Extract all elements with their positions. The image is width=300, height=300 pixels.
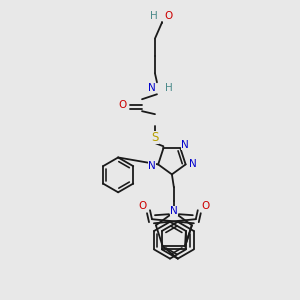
Text: O: O bbox=[118, 100, 126, 110]
Text: N: N bbox=[170, 206, 178, 216]
Text: H: H bbox=[150, 11, 158, 21]
Text: O: O bbox=[138, 201, 146, 211]
Text: S: S bbox=[151, 130, 159, 144]
Text: N: N bbox=[182, 140, 189, 150]
Text: N: N bbox=[148, 83, 156, 93]
Text: N: N bbox=[189, 159, 196, 170]
Text: H: H bbox=[165, 83, 173, 93]
Text: N: N bbox=[148, 161, 156, 171]
Text: O: O bbox=[202, 201, 210, 211]
Text: O: O bbox=[165, 11, 173, 21]
